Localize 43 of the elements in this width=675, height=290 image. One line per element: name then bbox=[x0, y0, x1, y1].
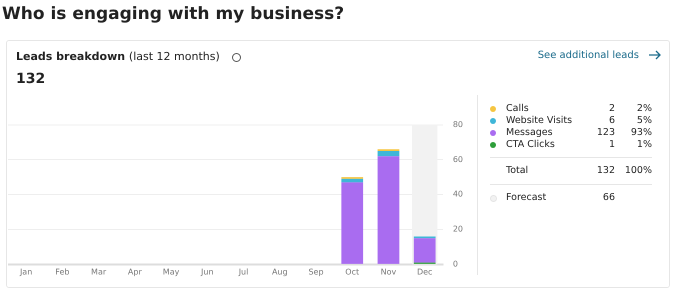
x-tick-label: May bbox=[162, 267, 180, 276]
x-tick-label: Feb bbox=[55, 267, 70, 276]
x-tick-label: Apr bbox=[128, 267, 142, 276]
chart-subtitle: Leads breakdown (last 12 months) bbox=[16, 50, 220, 63]
bar bbox=[378, 150, 400, 156]
text: See additional leads bbox=[538, 50, 639, 61]
y-tick-label: 80 bbox=[452, 120, 464, 129]
y-tick-label: 20 bbox=[452, 224, 464, 234]
x-tick-label: Jul bbox=[238, 267, 248, 276]
text: 2% bbox=[636, 103, 652, 114]
y-tick-label: 40 bbox=[452, 190, 464, 199]
text: 1 bbox=[608, 139, 615, 150]
text: 123 bbox=[596, 127, 615, 138]
x-tick-label: Mar bbox=[91, 267, 107, 276]
text: 132 bbox=[16, 71, 46, 87]
y-tick-label: 0 bbox=[452, 259, 458, 268]
bar bbox=[378, 156, 400, 264]
x-tick-label: Oct bbox=[345, 267, 360, 276]
y-tick-label: 60 bbox=[452, 154, 464, 164]
x-tick-label: Jun bbox=[200, 267, 214, 276]
x-tick-label: Sep bbox=[308, 267, 324, 276]
chart-title: Who is engaging with my business? bbox=[2, 4, 344, 24]
bar bbox=[414, 238, 436, 263]
x-tick-label: Nov bbox=[380, 267, 397, 276]
legend-label: Calls bbox=[506, 103, 529, 114]
text: 93% bbox=[630, 127, 652, 138]
legend-label: Messages bbox=[506, 127, 553, 138]
text: 6 bbox=[608, 115, 615, 126]
text: 5% bbox=[636, 115, 652, 126]
x-tick-label: Aug bbox=[272, 267, 288, 276]
text: 2 bbox=[608, 103, 615, 114]
text: 1% bbox=[636, 139, 652, 150]
text: 100% bbox=[624, 165, 652, 176]
bar bbox=[341, 182, 364, 264]
text: Forecast bbox=[506, 192, 546, 203]
bar bbox=[341, 178, 364, 182]
text: 66 bbox=[602, 192, 615, 203]
legend-label: CTA Clicks bbox=[506, 139, 555, 150]
legend-label: Website Visits bbox=[506, 115, 572, 126]
x-tick-label: Jan bbox=[18, 267, 32, 276]
text: Total bbox=[506, 165, 528, 176]
x-tick-label: Dec bbox=[416, 267, 432, 276]
text: 132 bbox=[596, 165, 615, 176]
